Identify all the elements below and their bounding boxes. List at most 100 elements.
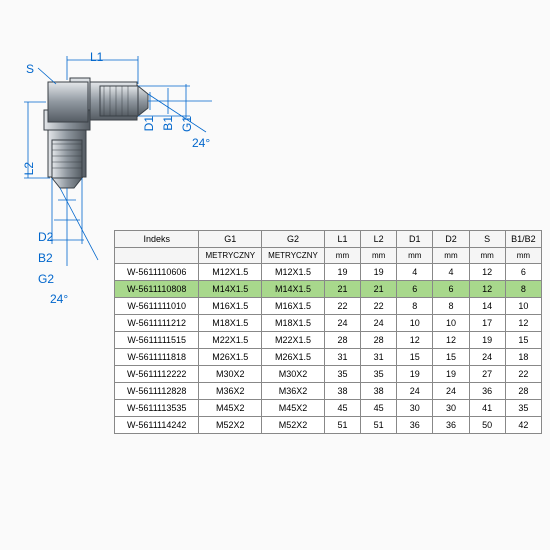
cell-d2: 24 <box>433 383 469 400</box>
cell-d2: 12 <box>433 332 469 349</box>
th-g2: G2 <box>262 231 325 248</box>
unit-b: mm <box>505 248 541 264</box>
cell-d1: 15 <box>397 349 433 366</box>
table-row: W-5611111818M26X1.5M26X1.5313115152418 <box>115 349 542 366</box>
cell-g1: M22X1.5 <box>199 332 262 349</box>
cell-d1: 10 <box>397 315 433 332</box>
cell-g2: M12X1.5 <box>262 264 325 281</box>
cell-l2: 51 <box>361 417 397 434</box>
cell-d2: 10 <box>433 315 469 332</box>
cell-d1: 6 <box>397 281 433 298</box>
page-canvas: S L1 L2 D1 B1 G1 24° D2 B2 G2 24° Indeks… <box>0 0 550 550</box>
cell-l1: 38 <box>324 383 360 400</box>
cell-d1: 24 <box>397 383 433 400</box>
cell-idx: W-5611110606 <box>115 264 199 281</box>
unit-l1: mm <box>324 248 360 264</box>
header-row: Indeks G1 G2 L1 L2 D1 D2 S B1/B2 <box>115 231 542 248</box>
cell-g1: M14X1.5 <box>199 281 262 298</box>
cell-d1: 8 <box>397 298 433 315</box>
cell-d2: 15 <box>433 349 469 366</box>
cell-g1: M52X2 <box>199 417 262 434</box>
table-row: W-5611112222M30X2M30X2353519192722 <box>115 366 542 383</box>
cell-b: 12 <box>505 315 541 332</box>
cell-g1: M12X1.5 <box>199 264 262 281</box>
unit-g2: METRYCZNY <box>262 248 325 264</box>
cell-s: 12 <box>469 264 505 281</box>
cell-g2: M18X1.5 <box>262 315 325 332</box>
cell-idx: W-5611111818 <box>115 349 199 366</box>
cell-d2: 4 <box>433 264 469 281</box>
cell-d1: 30 <box>397 400 433 417</box>
cell-l2: 21 <box>361 281 397 298</box>
cell-idx: W-5611112828 <box>115 383 199 400</box>
cell-g2: M52X2 <box>262 417 325 434</box>
cell-d2: 8 <box>433 298 469 315</box>
cell-l1: 24 <box>324 315 360 332</box>
th-s: S <box>469 231 505 248</box>
cell-b: 18 <box>505 349 541 366</box>
cell-d2: 19 <box>433 366 469 383</box>
table-row: W-5611114242M52X2M52X2515136365042 <box>115 417 542 434</box>
cell-g2: M36X2 <box>262 383 325 400</box>
cell-s: 50 <box>469 417 505 434</box>
cell-l2: 28 <box>361 332 397 349</box>
cell-l2: 24 <box>361 315 397 332</box>
table-body: W-5611110606M12X1.5M12X1.5191944126W-561… <box>115 264 542 434</box>
spec-table-wrap: Indeks G1 G2 L1 L2 D1 D2 S B1/B2 METRYCZ… <box>114 230 542 434</box>
cell-b: 35 <box>505 400 541 417</box>
label-g2: G2 <box>38 272 54 286</box>
cell-g1: M18X1.5 <box>199 315 262 332</box>
unit-row: METRYCZNY METRYCZNY mm mm mm mm mm mm <box>115 248 542 264</box>
cell-l2: 19 <box>361 264 397 281</box>
cell-d1: 4 <box>397 264 433 281</box>
th-l2: L2 <box>361 231 397 248</box>
unit-l2: mm <box>361 248 397 264</box>
unit-d1: mm <box>397 248 433 264</box>
cell-d2: 36 <box>433 417 469 434</box>
cell-g1: M45X2 <box>199 400 262 417</box>
cell-g1: M16X1.5 <box>199 298 262 315</box>
cell-b: 8 <box>505 281 541 298</box>
label-b1: B1 <box>161 116 175 131</box>
th-d2: D2 <box>433 231 469 248</box>
cell-d2: 6 <box>433 281 469 298</box>
cell-g2: M45X2 <box>262 400 325 417</box>
cell-g2: M26X1.5 <box>262 349 325 366</box>
table-row: W-5611111515M22X1.5M22X1.5282812121915 <box>115 332 542 349</box>
unit-s: mm <box>469 248 505 264</box>
cell-b: 42 <box>505 417 541 434</box>
cell-s: 14 <box>469 298 505 315</box>
table-row: W-5611111010M16X1.5M16X1.52222881410 <box>115 298 542 315</box>
table-row: W-5611112828M36X2M36X2383824243628 <box>115 383 542 400</box>
cell-idx: W-5611112222 <box>115 366 199 383</box>
cell-s: 41 <box>469 400 505 417</box>
cell-g2: M30X2 <box>262 366 325 383</box>
cell-idx: W-5611110808 <box>115 281 199 298</box>
cell-l2: 45 <box>361 400 397 417</box>
cell-d2: 30 <box>433 400 469 417</box>
cell-idx: W-5611111010 <box>115 298 199 315</box>
unit-index <box>115 248 199 264</box>
cell-l2: 31 <box>361 349 397 366</box>
cell-d1: 36 <box>397 417 433 434</box>
cell-b: 28 <box>505 383 541 400</box>
cell-l1: 45 <box>324 400 360 417</box>
table-row: W-5611110606M12X1.5M12X1.5191944126 <box>115 264 542 281</box>
cell-l2: 35 <box>361 366 397 383</box>
label-l2: L2 <box>22 162 36 175</box>
th-b: B1/B2 <box>505 231 541 248</box>
cell-s: 19 <box>469 332 505 349</box>
cell-d1: 12 <box>397 332 433 349</box>
cell-s: 24 <box>469 349 505 366</box>
cell-g1: M26X1.5 <box>199 349 262 366</box>
spec-table: Indeks G1 G2 L1 L2 D1 D2 S B1/B2 METRYCZ… <box>114 230 542 434</box>
cell-l1: 35 <box>324 366 360 383</box>
cell-s: 17 <box>469 315 505 332</box>
th-d1: D1 <box>397 231 433 248</box>
cell-l2: 22 <box>361 298 397 315</box>
cell-d1: 19 <box>397 366 433 383</box>
table-head: Indeks G1 G2 L1 L2 D1 D2 S B1/B2 METRYCZ… <box>115 231 542 264</box>
th-index: Indeks <box>115 231 199 248</box>
cell-idx: W-5611114242 <box>115 417 199 434</box>
cell-idx: W-5611111515 <box>115 332 199 349</box>
